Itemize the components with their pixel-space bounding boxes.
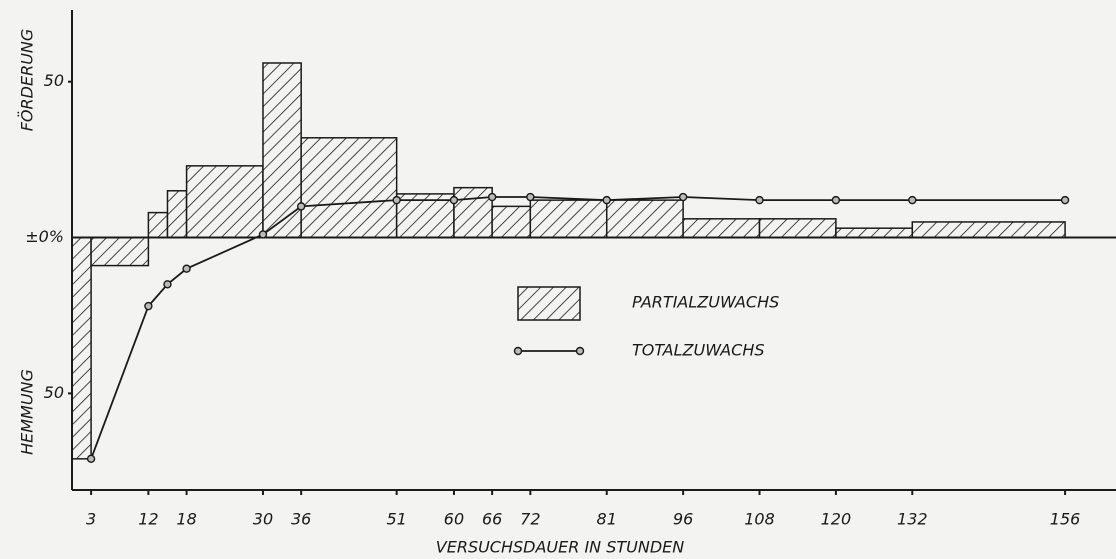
bar (682, 218, 761, 239)
x-axis-label: VERSUCHSDAUER IN STUNDEN (436, 538, 685, 557)
legend-swatch-point (575, 346, 585, 356)
x-tick-label: 51 (386, 510, 406, 529)
x-tick-label: 18 (176, 510, 196, 529)
x-tick-label: 132 (897, 510, 928, 529)
bar (262, 62, 302, 239)
point (1060, 195, 1070, 205)
point (163, 280, 172, 289)
x-tick-label: 3 (86, 510, 96, 529)
point (602, 195, 611, 205)
x-tick-label: 12 (138, 510, 158, 529)
point (487, 192, 497, 202)
point (678, 192, 688, 202)
y-tick-label: 50 (44, 383, 64, 402)
y-tick-label: 50 (44, 71, 64, 90)
y-label-bottom: HEMMUNG (18, 369, 37, 455)
x-tick-label: 36 (291, 510, 311, 529)
point (526, 192, 535, 202)
bar (911, 221, 1066, 239)
bar (300, 137, 398, 239)
y-label-top: FÖRDERUNG (18, 29, 37, 132)
bar (71, 236, 92, 460)
y-tick-label: ±0% (25, 227, 64, 246)
point (182, 264, 191, 273)
bar (147, 211, 169, 239)
line (90, 196, 1066, 460)
bar (605, 199, 684, 239)
legend-label: PARTIALZUWACHS (632, 293, 779, 312)
point (144, 301, 153, 311)
point (755, 195, 764, 205)
point (258, 230, 268, 239)
x-tick-label: 96 (673, 510, 693, 529)
x-tick-label: 108 (744, 510, 775, 529)
point (831, 195, 841, 205)
x-tick-label: 156 (1050, 510, 1081, 529)
bar (453, 186, 493, 239)
x-tick-label: 81 (597, 510, 617, 529)
x-tick-label: 60 (444, 510, 464, 529)
bar (835, 227, 914, 239)
legend-swatch-point (513, 346, 523, 356)
point (449, 195, 459, 205)
bar (166, 190, 188, 239)
x-tick-label: 66 (482, 510, 502, 529)
bar (185, 165, 264, 239)
legend-label: TOTALZUWACHS (632, 341, 765, 360)
x-tick-label: 72 (520, 510, 540, 529)
bar (491, 205, 532, 239)
legend-swatch (517, 286, 581, 321)
bar (90, 236, 150, 267)
point (392, 195, 401, 205)
x-tick-label: 30 (253, 510, 273, 529)
point (908, 195, 917, 205)
x-tick-label: 120 (821, 510, 852, 529)
point (296, 202, 306, 211)
bar (395, 193, 455, 239)
bar (758, 218, 837, 239)
bar (529, 199, 608, 239)
point (86, 454, 96, 464)
